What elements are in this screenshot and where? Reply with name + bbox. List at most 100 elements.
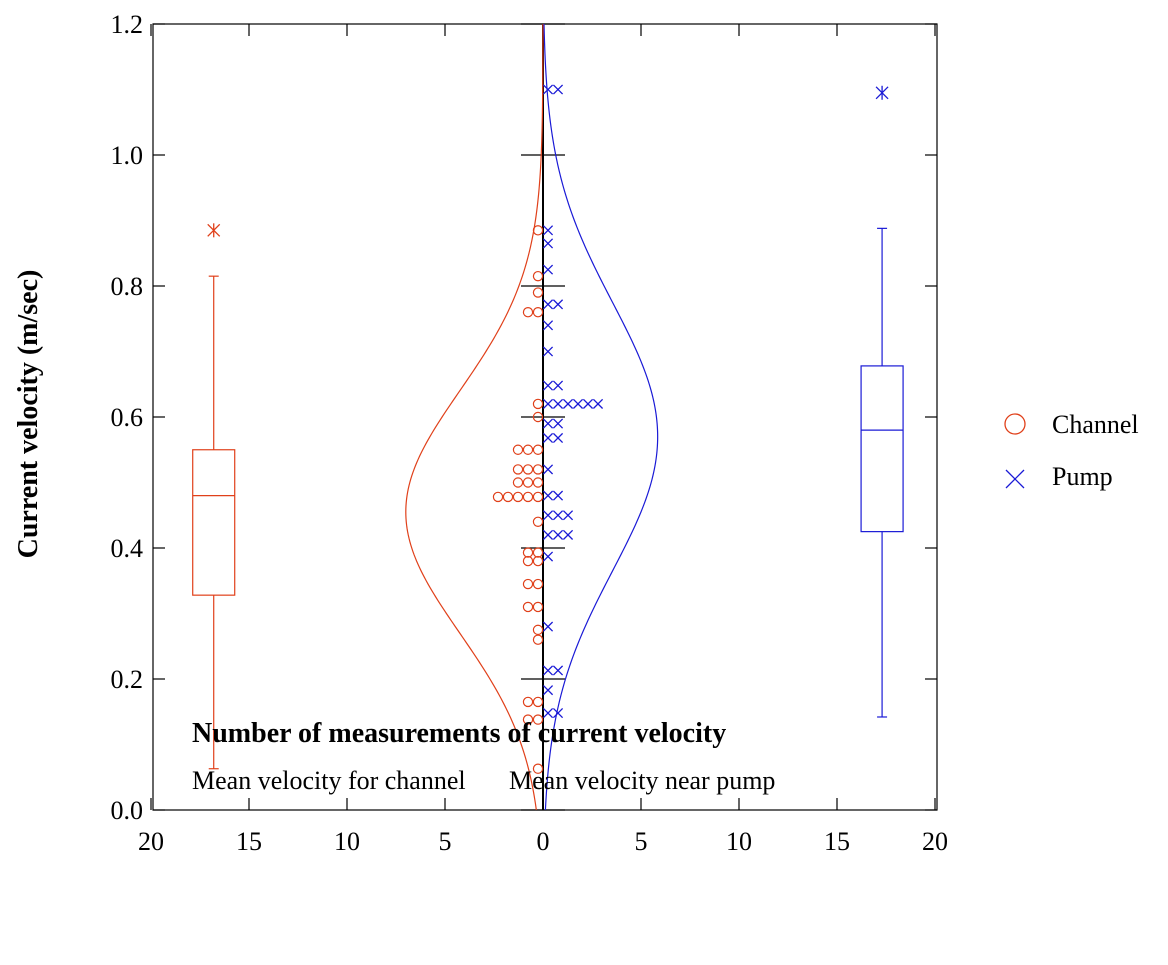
y-tick-label: 0.4 xyxy=(111,534,144,563)
pump-point-stroke-b xyxy=(542,398,554,409)
pump-outlier xyxy=(875,85,889,100)
x-tick-label: 20 xyxy=(922,827,948,856)
y-tick-label: 0.0 xyxy=(111,796,144,825)
pump-point xyxy=(542,621,554,632)
pump-point xyxy=(542,320,554,331)
pump-point xyxy=(542,418,554,429)
pump-point xyxy=(542,299,554,310)
pump-point xyxy=(552,432,564,444)
pump-point-stroke-b xyxy=(552,490,564,501)
x-axis-left-caption: Mean velocity for channel xyxy=(192,766,466,795)
pump-point xyxy=(562,510,574,521)
pump-point-stroke-b xyxy=(542,708,554,719)
pump-point-stroke-b xyxy=(572,398,584,409)
y-tick-label: 0.8 xyxy=(111,272,144,301)
channel-point xyxy=(522,696,534,708)
pump-point-stroke-b xyxy=(552,398,564,409)
pump-point-stroke-b xyxy=(552,432,564,444)
pump-point-stroke-b xyxy=(542,418,554,429)
channel-point xyxy=(532,763,544,774)
box-plots xyxy=(192,85,904,770)
pump-point xyxy=(542,510,554,521)
channel-point xyxy=(492,491,504,503)
channel-point xyxy=(532,601,544,613)
channel-point xyxy=(532,516,544,528)
channel-point xyxy=(532,547,544,558)
pump-point-stroke-b xyxy=(562,529,574,540)
pump-point-stroke-b xyxy=(542,264,554,275)
pump-point-stroke-b xyxy=(542,320,554,331)
pump-point xyxy=(542,264,554,275)
pump-point xyxy=(552,299,564,310)
channel-point xyxy=(532,714,544,725)
channel-point xyxy=(532,477,544,488)
channel-outlier xyxy=(207,223,221,238)
pump-point xyxy=(542,551,554,562)
channel-point xyxy=(522,555,534,567)
channel-point xyxy=(522,578,534,590)
pump-point-stroke-b xyxy=(552,529,564,540)
pump-normal-curve xyxy=(543,23,659,811)
channel-point xyxy=(512,491,524,503)
legend: Channel Pump xyxy=(1004,410,1139,491)
pump-point xyxy=(552,510,564,521)
y-tick-label: 1.2 xyxy=(111,10,144,39)
pump-point xyxy=(552,84,564,95)
pump-point xyxy=(542,84,554,95)
pump-point xyxy=(562,529,574,540)
pump-point xyxy=(542,398,554,409)
x-axis-title: Number of measurements of current veloci… xyxy=(192,718,726,749)
pump-point-stroke-b xyxy=(542,685,554,696)
pump-point-stroke-b xyxy=(582,398,594,409)
channel-point xyxy=(522,547,534,558)
normal-curves xyxy=(405,23,659,811)
pump-point-stroke-b xyxy=(542,490,554,501)
channel-point xyxy=(532,634,544,645)
pump-point-stroke-b xyxy=(542,238,554,249)
x-tick-label: 5 xyxy=(439,827,452,856)
pump-point-stroke-b xyxy=(552,418,564,429)
pump-point-stroke-b xyxy=(562,398,574,409)
x-tick-label: 5 xyxy=(635,827,648,856)
pump-point xyxy=(542,432,554,444)
pump-point xyxy=(542,490,554,501)
pump-point-stroke-b xyxy=(552,380,564,391)
x-tick-label: 10 xyxy=(726,827,752,856)
pump-point-stroke-b xyxy=(542,551,554,562)
x-tick-label: 15 xyxy=(824,827,850,856)
pump-point xyxy=(542,708,554,719)
channel-point xyxy=(532,555,544,567)
y-tick-label: 0.6 xyxy=(111,403,144,432)
channel-normal-curve xyxy=(405,23,544,811)
channel-point xyxy=(512,477,524,488)
x-axis-right-caption: Mean velocity near pump xyxy=(509,766,775,795)
pump-point xyxy=(582,398,594,409)
pump-point-stroke-b xyxy=(542,380,554,391)
y-axis-title: Current velocity (m/sec) xyxy=(13,270,44,559)
pump-point-stroke-b xyxy=(552,708,564,719)
legend-pump-cross xyxy=(1005,469,1025,489)
pump-point xyxy=(542,665,554,676)
channel-point xyxy=(532,444,544,455)
pump-point-stroke-b xyxy=(542,299,554,310)
pump-point xyxy=(542,346,554,357)
pump-point xyxy=(542,529,554,540)
channel-box xyxy=(192,449,236,596)
pump-point xyxy=(592,398,604,409)
legend-pump-cross-stroke-b xyxy=(1005,469,1025,489)
channel-point xyxy=(522,477,534,488)
pump-point-stroke-b xyxy=(542,510,554,521)
legend-channel-label: Channel xyxy=(1052,410,1139,439)
channel-point xyxy=(522,714,534,725)
legend-channel-marker xyxy=(1004,413,1026,435)
x-tick-label: 15 xyxy=(236,827,262,856)
pump-point xyxy=(572,398,584,409)
channel-point xyxy=(532,491,544,503)
legend-pump-label: Pump xyxy=(1052,462,1113,491)
y-tick-label: 1.0 xyxy=(111,141,144,170)
pump-point-stroke-b xyxy=(552,510,564,521)
pump-point xyxy=(542,238,554,249)
pump-point-stroke-b xyxy=(542,84,554,95)
channel-point xyxy=(532,307,544,318)
pump-box xyxy=(860,365,904,533)
